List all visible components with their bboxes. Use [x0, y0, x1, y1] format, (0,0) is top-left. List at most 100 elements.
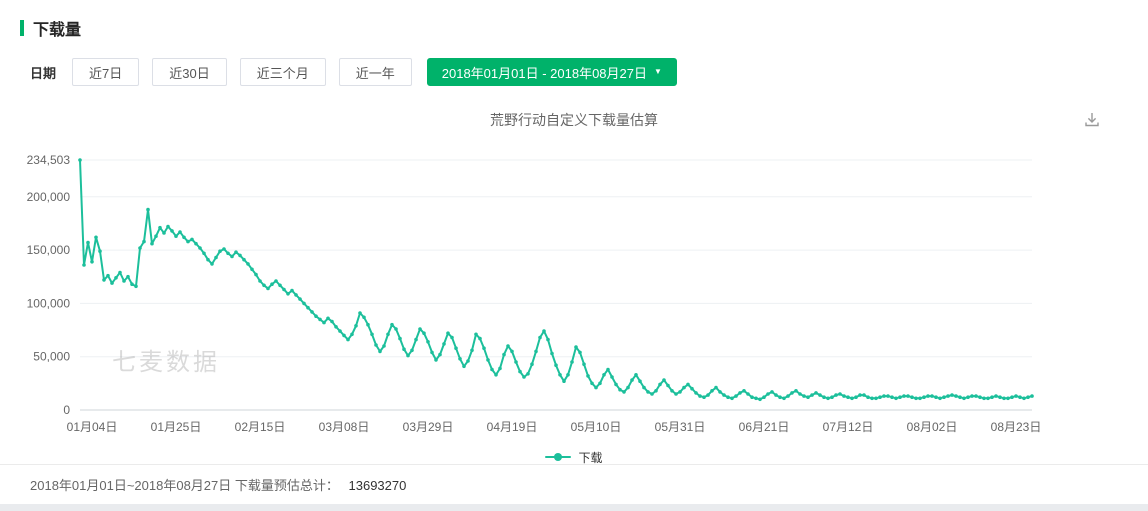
data-point — [478, 336, 482, 341]
data-point — [682, 385, 686, 390]
data-point — [342, 333, 346, 338]
data-point — [994, 394, 998, 398]
data-point — [162, 231, 166, 235]
data-point — [530, 362, 534, 366]
data-point — [322, 320, 326, 325]
data-point — [974, 394, 978, 398]
data-point — [606, 367, 610, 372]
data-point — [174, 234, 178, 238]
data-point — [278, 283, 282, 288]
x-axis-label: 06月21日 — [739, 420, 790, 434]
date-filter-label: 日期 — [30, 65, 57, 81]
data-point — [770, 390, 774, 394]
data-point — [762, 395, 766, 399]
data-point — [726, 395, 730, 399]
data-point — [1010, 395, 1014, 399]
data-point — [926, 394, 930, 398]
custom-date-range-button[interactable]: 2018年01月01日 - 2018年08月27日 ▼ — [426, 58, 677, 86]
x-axis-label: 05月31日 — [655, 420, 706, 434]
summary-text: 2018年01月01日~2018年08月27日 下载量预估总计： — [30, 478, 339, 493]
chart-title: 荒野行动自定义下载量估算 — [490, 112, 658, 128]
data-point — [130, 282, 134, 286]
chart-header: 荒野行动自定义下载量估算 — [0, 110, 1148, 130]
data-point — [750, 395, 754, 399]
data-point — [198, 246, 202, 250]
data-point — [910, 395, 914, 399]
data-point — [502, 352, 506, 357]
data-point — [714, 385, 718, 390]
data-point — [534, 349, 538, 354]
data-point — [318, 317, 322, 322]
data-point — [594, 385, 598, 390]
data-point — [850, 396, 854, 401]
x-axis-label: 01月04日 — [67, 420, 118, 434]
data-point — [362, 315, 366, 320]
range-button-last-30-days[interactable]: 近30日 — [152, 58, 227, 86]
data-point — [526, 372, 530, 376]
data-point — [170, 229, 174, 233]
range-button-last-3-months[interactable]: 近三个月 — [239, 58, 326, 86]
data-point — [582, 362, 586, 366]
data-point — [874, 396, 878, 401]
data-point — [842, 394, 846, 398]
data-point — [506, 344, 510, 348]
data-point — [862, 393, 866, 397]
data-point — [742, 389, 746, 393]
data-point — [718, 390, 722, 394]
data-point — [854, 395, 858, 399]
data-point — [486, 358, 490, 362]
data-point — [902, 394, 906, 398]
range-button-last-year[interactable]: 近一年 — [338, 58, 412, 86]
custom-date-range-text: 2018年01月01日 - 2018年08月27日 — [441, 65, 647, 81]
data-point — [442, 342, 446, 346]
data-point — [1022, 396, 1026, 401]
data-point — [786, 394, 790, 398]
data-point — [618, 387, 622, 392]
legend-item-download[interactable]: 下载 — [0, 448, 1148, 466]
data-point — [122, 279, 126, 283]
data-point — [150, 241, 154, 246]
data-point — [230, 254, 234, 259]
data-point — [214, 255, 218, 260]
data-point — [430, 350, 434, 355]
download-chart-icon[interactable] — [1082, 110, 1102, 130]
data-point — [642, 385, 646, 390]
range-button-last-7-days[interactable]: 近7日 — [72, 58, 140, 86]
data-point — [82, 263, 86, 267]
chart-canvas[interactable]: 0 50,000 100,000 150,000 200,000 234,503 01月04… — [0, 142, 1148, 442]
data-point — [94, 235, 98, 240]
y-axis-label: 234,503 — [27, 153, 71, 167]
data-point — [570, 360, 574, 364]
data-point — [886, 394, 890, 398]
data-point — [394, 327, 398, 331]
data-point — [706, 393, 710, 397]
data-point — [158, 225, 162, 230]
y-axis-label: 100,000 — [27, 296, 71, 310]
legend-line-marker — [545, 452, 572, 462]
data-point — [666, 383, 670, 388]
data-point — [410, 348, 414, 353]
data-point — [754, 396, 758, 401]
data-point — [858, 393, 862, 397]
data-point — [970, 394, 974, 398]
data-point — [298, 297, 302, 301]
data-point — [914, 396, 918, 401]
summary-footer: 2018年01月01日~2018年08月27日 下载量预估总计： 1369327… — [0, 464, 1148, 504]
data-point — [554, 363, 558, 367]
data-point — [734, 394, 738, 398]
date-filter-row: 日期 近7日 近30日 近三个月 近一年 2018年01月01日 - 2018年… — [30, 58, 1148, 86]
data-point — [474, 332, 478, 337]
data-point — [490, 367, 494, 372]
data-point — [238, 253, 242, 258]
y-axis-label: 50,000 — [33, 350, 70, 364]
data-point — [938, 396, 942, 401]
data-point — [758, 397, 762, 402]
data-point — [942, 395, 946, 399]
data-point — [1002, 396, 1006, 401]
data-point — [790, 391, 794, 395]
data-point — [446, 331, 450, 335]
data-point — [566, 373, 570, 377]
data-point — [802, 394, 806, 398]
summary-total: 13693270 — [348, 478, 407, 493]
